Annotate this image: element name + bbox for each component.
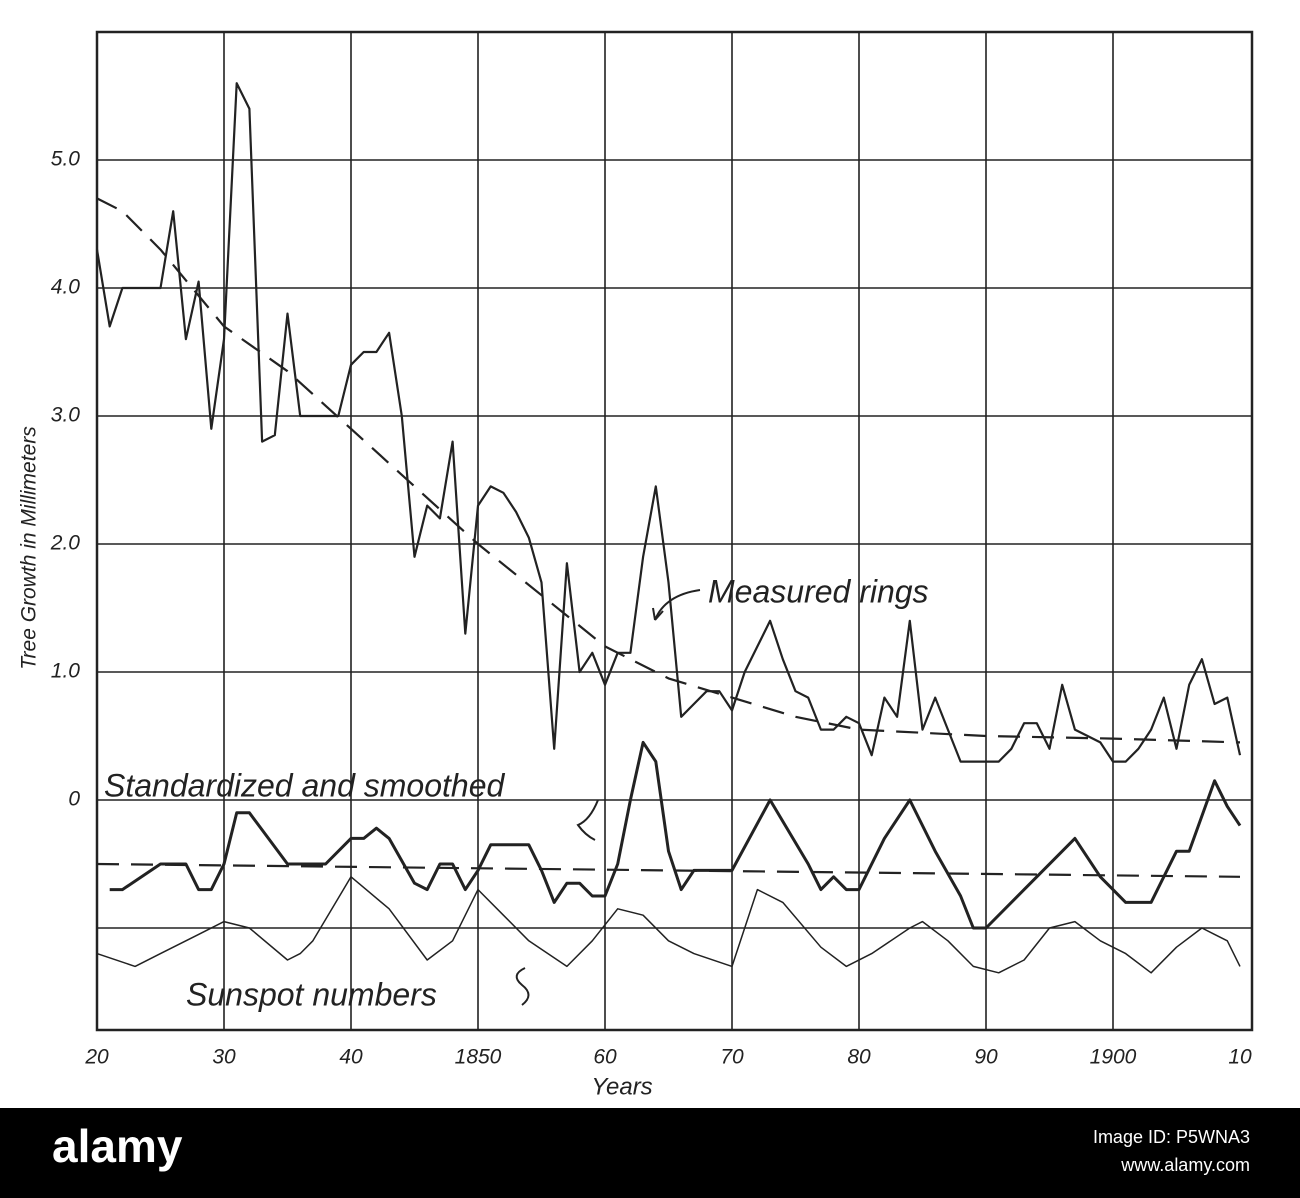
annotation: Measured rings <box>708 573 929 609</box>
banner-url: www.alamy.com <box>1120 1155 1250 1175</box>
x-tick-label: 30 <box>212 1046 236 1069</box>
plot-frame <box>95 30 1254 1032</box>
banner-id: Image ID: P5WNA3 <box>1093 1127 1250 1147</box>
arrow <box>654 589 701 621</box>
x-tick-label: 1850 <box>455 1046 502 1069</box>
arrow <box>515 967 530 1006</box>
y-tick-label: 2.0 <box>50 532 81 555</box>
x-tick-label: 1900 <box>1090 1046 1137 1069</box>
series-line <box>96 862 1241 878</box>
x-axis-label: Years <box>591 1073 652 1100</box>
series-line <box>109 740 1242 930</box>
series-line <box>96 876 1241 974</box>
x-tick-label: 60 <box>593 1046 617 1069</box>
arrow <box>576 799 599 841</box>
x-tick-label: 40 <box>339 1046 363 1069</box>
series-line <box>96 197 1241 744</box>
x-tick-label: 90 <box>974 1046 998 1069</box>
y-tick-label: 3.0 <box>51 404 81 427</box>
annotation: Standardized and smoothed <box>104 767 505 803</box>
banner-logo: alamy <box>52 1120 183 1172</box>
x-tick-label: 80 <box>847 1046 871 1069</box>
x-tick-label: 70 <box>720 1046 744 1069</box>
annotation: Sunspot numbers <box>186 976 437 1012</box>
banner <box>0 1108 1300 1198</box>
y-tick-label: 4.0 <box>51 276 81 299</box>
y-tick-label: 5.0 <box>51 148 81 171</box>
arrow <box>652 607 664 621</box>
x-tick-label: 10 <box>1228 1046 1252 1069</box>
y-tick-label: 1.0 <box>51 660 81 683</box>
series-line <box>95 82 1242 763</box>
y-axis-label: Tree Growth in Millimeters <box>18 426 41 670</box>
x-tick-label: 20 <box>84 1046 109 1069</box>
y-tick-label: 0 <box>68 788 80 811</box>
